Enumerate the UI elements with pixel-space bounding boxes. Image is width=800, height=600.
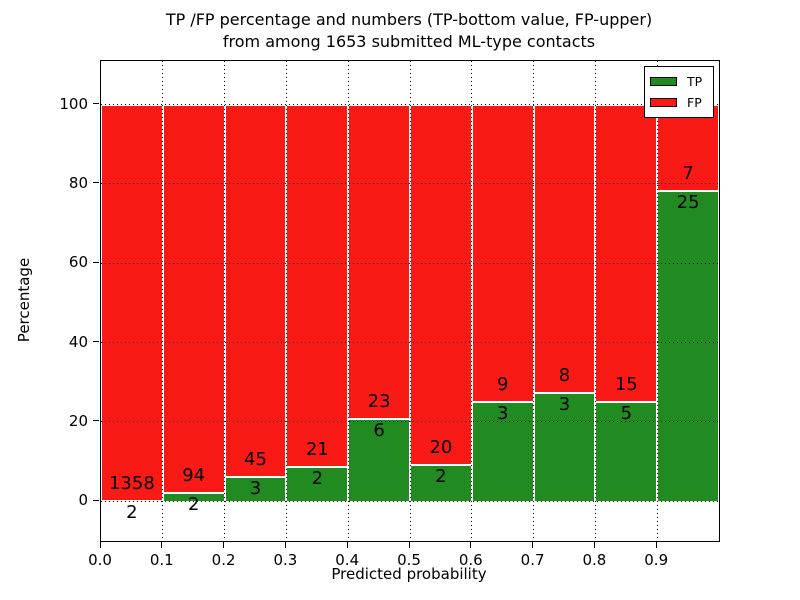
y-tick-label: 0 <box>78 491 88 510</box>
x-tick-label: 0.4 <box>335 551 360 569</box>
x-tick-label: 0.3 <box>273 551 298 569</box>
fp-count-label: 94 <box>182 465 206 487</box>
bar-tp-segment <box>224 476 287 502</box>
x-gridline <box>594 61 596 541</box>
y-tick-label: 80 <box>68 173 88 192</box>
legend-patch-fp <box>650 98 677 107</box>
fp-count-label: 45 <box>244 448 267 470</box>
y-tick-mark <box>92 261 99 263</box>
bar-tp-segment <box>348 419 410 502</box>
legend-patch-tp <box>650 77 677 86</box>
x-gridline <box>347 61 349 541</box>
x-axis-label: Predicted probability <box>331 565 487 583</box>
tp-count-label: 25 <box>676 192 700 214</box>
chart-title: TP /FP percentage and numbers (TP-bottom… <box>166 9 652 53</box>
fp-count-label: 20 <box>429 437 453 459</box>
bar-fp-segment <box>595 104 658 403</box>
y-tick-label: 100 <box>59 94 88 113</box>
chart-title-line1: TP /FP percentage and numbers (TP-bottom… <box>165 10 653 29</box>
x-tick-mark <box>99 541 101 548</box>
bar-fp-segment <box>162 104 225 494</box>
y-tick-label: 60 <box>68 253 88 272</box>
tp-count-label: 6 <box>373 420 385 442</box>
legend-item-tp: TP <box>650 71 708 92</box>
x-tick-label: 0.9 <box>644 551 669 569</box>
plot-area: 1358 2 94 2 45 3 21 2 23 6 20 2 9 3 8 3 15 5 7 25 <box>100 60 720 542</box>
x-tick-mark <box>593 541 595 548</box>
y-tick-mark <box>92 499 99 501</box>
fp-count-label: 8 <box>558 365 571 387</box>
y-tick-mark <box>92 182 99 184</box>
y-axis-label: Percentage <box>15 257 33 343</box>
x-tick-label: 0.5 <box>397 551 421 569</box>
y-tick-label: 20 <box>68 411 88 430</box>
y-tick-mark <box>92 103 99 105</box>
x-gridline <box>656 61 658 541</box>
x-gridline <box>533 61 535 541</box>
bar-fp-segment <box>101 104 163 501</box>
x-gridline <box>224 61 226 541</box>
legend-label: TP <box>687 74 703 89</box>
tp-count-label: 2 <box>126 501 138 523</box>
x-tick-mark <box>532 541 534 548</box>
tp-count-label: 5 <box>620 403 633 425</box>
x-gridline <box>409 61 411 541</box>
fp-count-label: 9 <box>496 374 509 396</box>
fp-count-label: 1358 <box>108 472 155 494</box>
x-tick-mark <box>161 541 163 548</box>
tp-count-label: 3 <box>249 477 262 499</box>
y-tick-mark <box>92 341 99 343</box>
fp-count-label: 21 <box>305 438 329 460</box>
x-gridline <box>471 61 473 541</box>
x-tick-label: 0.8 <box>582 551 607 569</box>
legend-label: FP <box>687 95 702 110</box>
chart-title-line2: from among 1653 submitted ML-type contac… <box>222 32 596 51</box>
x-tick-label: 0.1 <box>149 551 174 569</box>
x-tick-label: 0.6 <box>458 551 483 569</box>
tp-count-label: 3 <box>496 403 509 425</box>
tp-count-label: 2 <box>435 466 447 488</box>
x-tick-mark <box>470 541 472 548</box>
bar-fp-segment <box>533 104 596 394</box>
fp-count-label: 23 <box>367 391 391 413</box>
legend: TP FP <box>644 66 714 118</box>
legend-item-fp: FP <box>650 92 708 113</box>
bar-tp-segment <box>657 191 719 502</box>
x-tick-mark <box>223 541 225 548</box>
tp-count-label: 2 <box>311 467 324 489</box>
fp-count-label: 7 <box>682 163 694 185</box>
bar-fp-segment <box>471 104 534 403</box>
x-tick-label: 0.2 <box>211 551 236 569</box>
y-tick-mark <box>92 420 99 422</box>
x-tick-mark <box>408 541 410 548</box>
x-tick-mark <box>346 541 348 548</box>
y-tick-label: 40 <box>68 332 88 351</box>
x-tick-mark <box>284 541 286 548</box>
fp-count-label: 15 <box>614 374 638 396</box>
x-tick-label: 0.0 <box>88 551 112 569</box>
x-gridline <box>162 61 164 541</box>
x-tick-label: 0.7 <box>520 551 545 569</box>
tp-count-label: 2 <box>187 494 200 516</box>
bar-fp-segment <box>410 104 472 466</box>
x-gridline <box>285 61 287 541</box>
x-tick-mark <box>655 541 657 548</box>
bar-fp-segment <box>286 104 349 467</box>
tp-count-label: 3 <box>558 394 571 416</box>
